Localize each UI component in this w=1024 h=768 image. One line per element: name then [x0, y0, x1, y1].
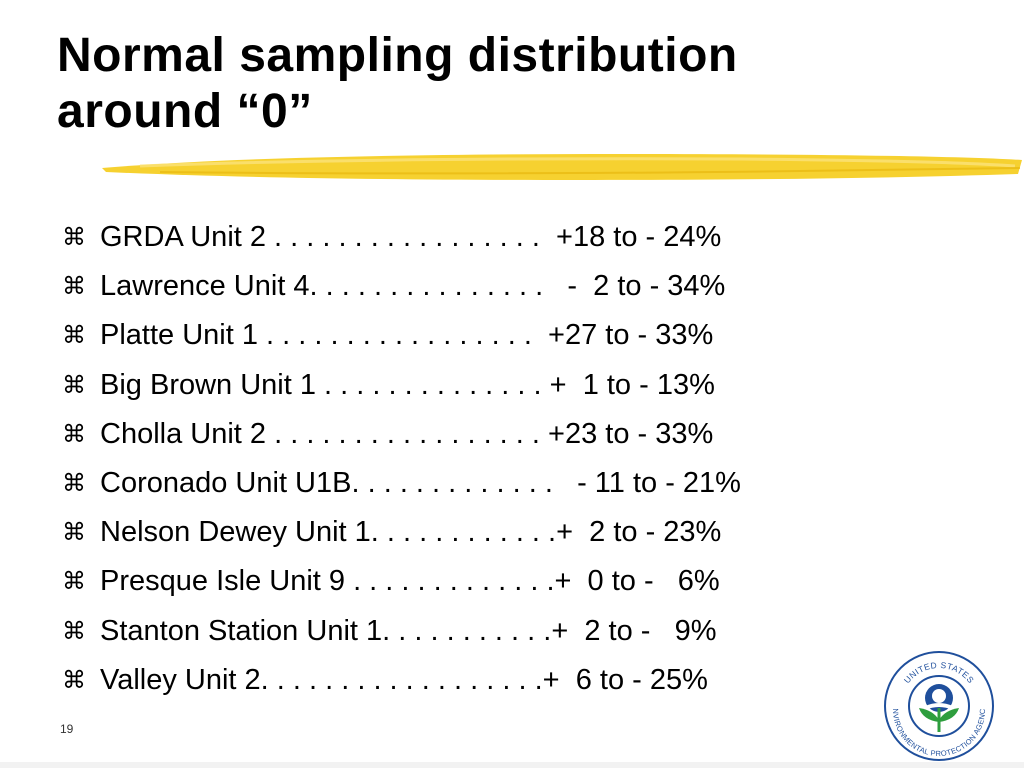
item-text: Valley Unit 2. . . . . . . . . . . . . .… — [100, 663, 708, 696]
epa-seal-logo: UNITED STATES ENVIRONMENTAL PROTECTION A… — [883, 650, 994, 761]
list-item: ⌘ Lawrence Unit 4. . . . . . . . . . . . … — [62, 262, 741, 311]
yellow-brush-stroke — [102, 154, 1022, 180]
title-line-2: around “0” — [57, 85, 313, 138]
bullet-icon: ⌘ — [62, 273, 86, 301]
slide-title: Normal sampling distribution around “0” — [57, 28, 738, 140]
list-item: ⌘ Presque Isle Unit 9 . . . . . . . . . .… — [62, 557, 741, 606]
title-line-1: Normal sampling distribution — [57, 29, 738, 82]
bullet-icon: ⌘ — [62, 470, 86, 498]
list-item: ⌘ Stanton Station Unit 1. . . . . . . . .… — [62, 607, 741, 656]
footer-bar — [0, 762, 1024, 768]
list-item: ⌘ Coronado Unit U1B. . . . . . . . . . . … — [62, 459, 741, 508]
bullet-icon: ⌘ — [62, 519, 86, 547]
unit-list: ⌘ GRDA Unit 2 . . . . . . . . . . . . . .… — [62, 213, 741, 705]
bullet-icon: ⌘ — [62, 420, 86, 448]
list-item: ⌘ Cholla Unit 2 . . . . . . . . . . . . .… — [62, 410, 741, 459]
item-text: Presque Isle Unit 9 . . . . . . . . . . … — [100, 565, 720, 598]
item-text: Coronado Unit U1B. . . . . . . . . . . .… — [100, 467, 741, 500]
item-text: Lawrence Unit 4. . . . . . . . . . . . .… — [100, 270, 726, 303]
item-text: Nelson Dewey Unit 1. . . . . . . . . . .… — [100, 516, 722, 549]
list-item: ⌘ Valley Unit 2. . . . . . . . . . . . . … — [62, 656, 741, 705]
item-text: Cholla Unit 2 . . . . . . . . . . . . . … — [100, 417, 714, 450]
bullet-icon: ⌘ — [62, 617, 86, 645]
list-item: ⌘ Big Brown Unit 1 . . . . . . . . . . . … — [62, 361, 741, 410]
item-text: Big Brown Unit 1 . . . . . . . . . . . .… — [100, 368, 715, 401]
bullet-icon: ⌘ — [62, 371, 86, 399]
bullet-icon: ⌘ — [62, 666, 86, 694]
bullet-icon: ⌘ — [62, 224, 86, 252]
item-text: Stanton Station Unit 1. . . . . . . . . … — [100, 614, 717, 647]
slide-number: 19 — [60, 722, 74, 736]
list-item: ⌘ GRDA Unit 2 . . . . . . . . . . . . . .… — [62, 213, 741, 262]
item-text: GRDA Unit 2 . . . . . . . . . . . . . . … — [100, 221, 722, 254]
bullet-icon: ⌘ — [62, 322, 86, 350]
item-text: Platte Unit 1 . . . . . . . . . . . . . … — [100, 319, 714, 352]
list-item: ⌘ Platte Unit 1 . . . . . . . . . . . . .… — [62, 311, 741, 360]
list-item: ⌘ Nelson Dewey Unit 1. . . . . . . . . . … — [62, 508, 741, 557]
bullet-icon: ⌘ — [62, 568, 86, 596]
